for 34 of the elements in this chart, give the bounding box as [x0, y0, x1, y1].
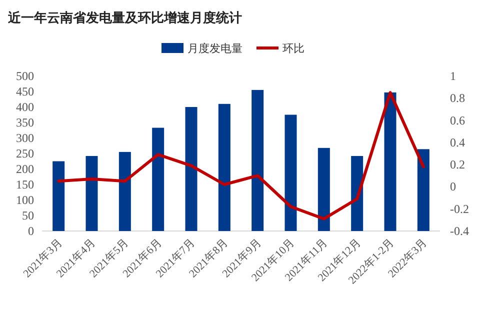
- y2-tick-label: 0.2: [450, 158, 465, 172]
- y2-tick-label: 0: [450, 180, 456, 194]
- legend-label: 环比: [282, 42, 304, 55]
- bar: [218, 104, 230, 231]
- y2-tick-label: -0.2: [450, 202, 469, 216]
- y-tick-label: 350: [16, 116, 34, 130]
- y-tick-label: 250: [16, 146, 34, 160]
- bar: [284, 114, 297, 231]
- bar: [118, 152, 131, 231]
- bar: [86, 156, 98, 231]
- y-tick-label: 300: [16, 131, 34, 145]
- y-tick-label: 150: [16, 178, 34, 192]
- y-tick-label: 0: [28, 224, 34, 238]
- chart-title: 近一年云南省发电量及环比增速月度统计: [7, 10, 242, 26]
- y2-tick-label: 1: [450, 69, 456, 83]
- legend-label: 月度发电量: [188, 42, 242, 55]
- bar: [52, 161, 65, 231]
- bar: [318, 148, 330, 231]
- bar: [185, 107, 198, 231]
- y-tick-label: 50: [22, 208, 34, 222]
- y-tick-label: 100: [16, 193, 34, 207]
- bar: [417, 149, 430, 231]
- y2-tick-label: -0.4: [450, 224, 469, 238]
- y2-tick-label: 0.6: [450, 113, 465, 128]
- y2-tick-label: 0.4: [450, 135, 465, 150]
- bar: [252, 90, 264, 231]
- y-tick-label: 200: [16, 162, 34, 176]
- y-tick-label: 400: [16, 100, 34, 114]
- bar: [351, 156, 364, 231]
- y-tick-label: 500: [16, 69, 34, 83]
- bar: [384, 92, 396, 231]
- y-tick-label: 450: [16, 84, 34, 98]
- bar: [152, 128, 164, 231]
- y2-tick-label: 0.8: [450, 91, 465, 106]
